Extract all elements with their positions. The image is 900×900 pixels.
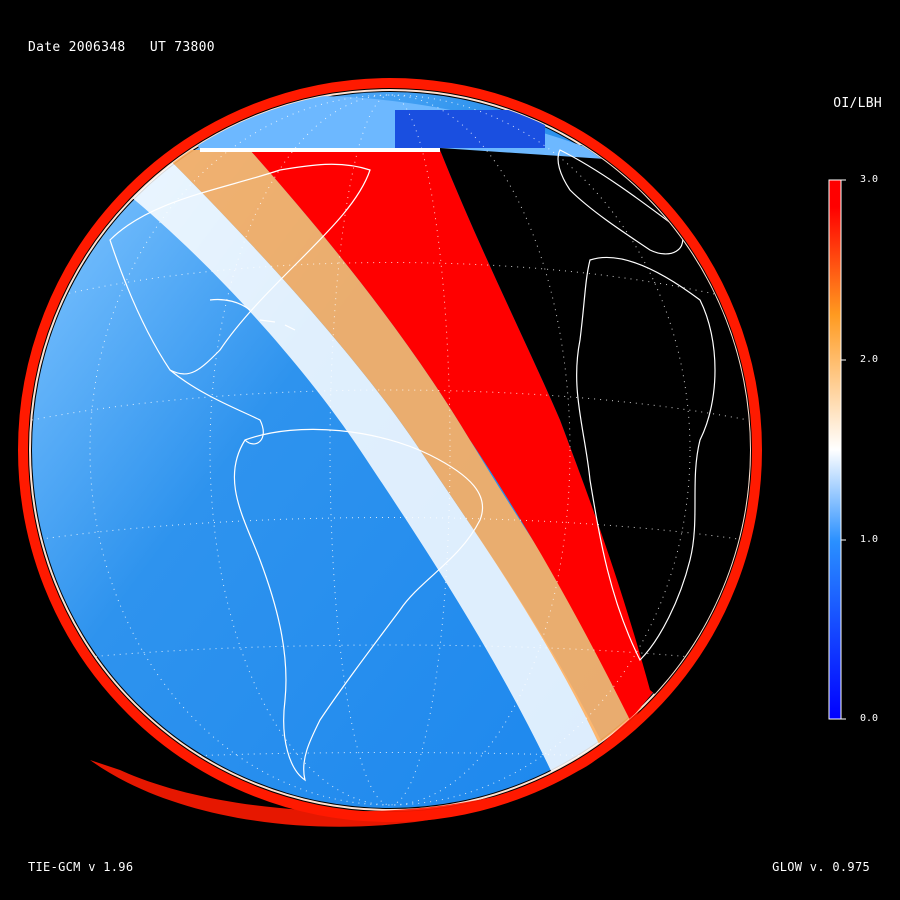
colorbar-title: OI/LBH [833, 96, 882, 111]
colorbar-tick-label-3: 3.0 [860, 174, 879, 185]
north-america-coast [109, 163, 371, 375]
coastlines [109, 149, 716, 782]
nightside-region [440, 145, 750, 800]
south-america-coast [233, 428, 484, 782]
white-band [110, 150, 620, 790]
colorbar-tick-label-2: 2.0 [860, 354, 879, 365]
date-ut-label: Date 2006348 UT 73800 [28, 40, 215, 55]
central-america-coast [169, 369, 264, 445]
caribbean-islands [209, 298, 296, 331]
colorbar-tick-label-1: 1.0 [860, 534, 879, 545]
model-version-left: TIE-GCM v 1.96 [28, 860, 134, 874]
colorbar-tick-label-0: 0.0 [860, 713, 879, 724]
colorbar-gradient [828, 179, 842, 720]
ut-text: UT 73800 [149, 40, 215, 55]
graticule [31, 94, 749, 806]
model-version-right: GLOW v. 0.975 [772, 860, 870, 874]
polar-cap-dark [395, 110, 545, 148]
southern-crescent [90, 710, 640, 827]
terminator-red-band [250, 150, 655, 720]
orange-band [160, 150, 650, 790]
africa-coast [576, 256, 716, 662]
europe-coast [557, 149, 684, 255]
date-text: Date 2006348 [28, 40, 126, 55]
